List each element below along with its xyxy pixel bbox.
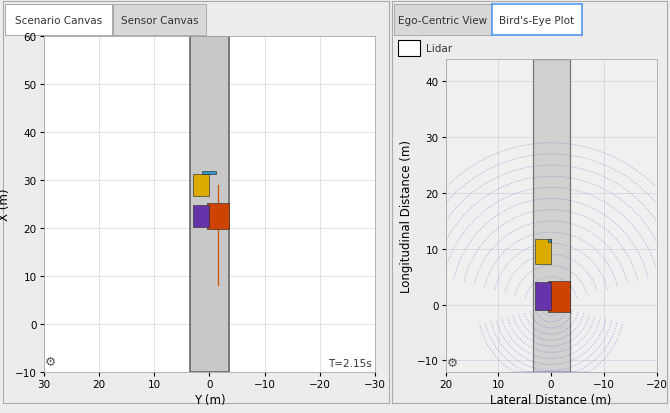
Text: Lidar: Lidar (426, 43, 452, 54)
Bar (193, 206, 210, 227)
Bar (535, 240, 551, 264)
Bar (398, 40, 420, 57)
Bar (206, 203, 228, 230)
Bar (533, 60, 569, 372)
Y-axis label: X (m): X (m) (0, 188, 11, 221)
Bar (190, 37, 228, 372)
Bar (535, 282, 551, 311)
Text: Bird's-Eye Plot: Bird's-Eye Plot (499, 16, 575, 26)
Bar (202, 172, 216, 175)
Text: ⚙: ⚙ (447, 356, 458, 368)
X-axis label: Y (m): Y (m) (194, 393, 225, 406)
Text: Scenario Canvas: Scenario Canvas (15, 16, 102, 26)
Bar (549, 281, 570, 312)
Bar (193, 175, 210, 196)
Text: Ego-Centric View: Ego-Centric View (398, 16, 487, 26)
X-axis label: Lateral Distance (m): Lateral Distance (m) (490, 393, 612, 406)
Text: T=2.15s: T=2.15s (328, 358, 372, 368)
Text: Sensor Canvas: Sensor Canvas (121, 16, 198, 26)
Bar (548, 240, 551, 242)
Text: ⚙: ⚙ (45, 355, 56, 368)
Y-axis label: Longitudinal Distance (m): Longitudinal Distance (m) (399, 140, 413, 292)
